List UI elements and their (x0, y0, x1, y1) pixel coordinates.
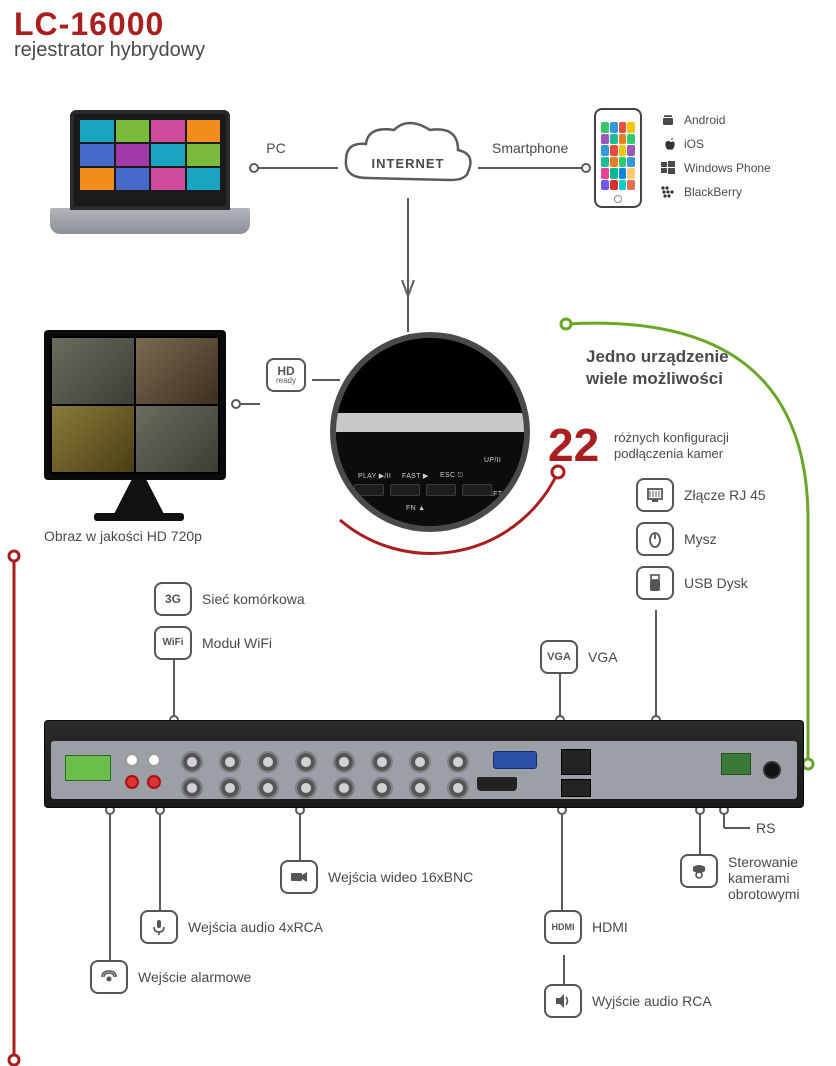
laptop-tiles (74, 114, 226, 196)
smartphone-image (594, 108, 642, 208)
rca-inputs (125, 753, 163, 791)
feat-label: Mysz (684, 531, 717, 547)
wifi-badge: WiFi (154, 626, 192, 660)
mouse-icon (636, 522, 674, 556)
apple-icon (660, 136, 676, 152)
feat-wifi: WiFi Moduł WiFi (154, 626, 272, 660)
os-blackberry: BlackBerry (660, 180, 771, 204)
mag-fast: FAST ▶ (402, 472, 429, 480)
laptop-image (50, 110, 250, 240)
feat-rj45: Złącze RJ 45 (636, 478, 766, 512)
feat-label: Złącze RJ 45 (684, 487, 766, 503)
callout-rs: RS (756, 820, 775, 836)
vga-port (493, 751, 537, 769)
mag-play: PLAY ▶/II (358, 472, 391, 480)
usb-icon (636, 566, 674, 600)
os-android: Android (660, 108, 771, 132)
hdmi-port (477, 777, 517, 791)
ptz-line2: kamerami obrotowymi (728, 870, 836, 902)
os-windows-phone: Windows Phone (660, 156, 771, 180)
ptz-line1: Sterowanie (728, 854, 836, 870)
tagline-line2: wiele możliwości (586, 368, 729, 390)
title-block: LC-16000 rejestrator hybrydowy (14, 6, 205, 62)
android-icon (660, 112, 676, 128)
callout-ptz: Sterowanie kamerami obrotowymi (680, 854, 836, 902)
feat-label: Moduł WiFi (202, 635, 272, 651)
speaker-icon (544, 984, 582, 1018)
camera-icon (280, 860, 318, 894)
feat-mouse: Mysz (636, 522, 717, 556)
feat-label: VGA (588, 649, 618, 665)
os-ios: iOS (660, 132, 771, 156)
callout-label: Wejście alarmowe (138, 969, 251, 985)
rj45-icon (636, 478, 674, 512)
alarm-terminal (65, 755, 111, 781)
callout-video-in: Wejścia wideo 16xBNC (280, 860, 473, 894)
caption-line2: podłączenia kamer (614, 446, 729, 462)
magnifier-closeup: PLAY ▶/II FAST ▶ ESC ⎋ UP/II FN ▲ LEFT/− (330, 332, 530, 532)
config-count-caption: różnych konfiguracji podłączenia kamer (614, 430, 729, 463)
callout-alarm: Wejście alarmowe (90, 960, 251, 994)
os-label: iOS (684, 132, 704, 156)
usb-ports (561, 779, 591, 797)
callout-label: HDMI (592, 919, 628, 935)
tagline-line1: Jedno urządzenie (586, 346, 729, 368)
hd-badge-bottom: ready (276, 377, 296, 385)
os-list: Android iOS Windows Phone BlackBerry (660, 108, 771, 204)
callout-audio-in: Wejścia audio 4xRCA (140, 910, 323, 944)
feat-label: Sieć komórkowa (202, 591, 305, 607)
cloud-label: INTERNET (338, 156, 478, 171)
internet-cloud: INTERNET (338, 118, 478, 198)
dvr-rear-panel (44, 720, 804, 808)
callout-label: Sterowanie kamerami obrotowymi (728, 854, 836, 902)
model-number: LC-16000 (14, 6, 205, 43)
windows-icon (660, 160, 676, 176)
mag-fn: FN ▲ (406, 505, 425, 512)
mic-icon (140, 910, 178, 944)
callout-audio-out: Wyjście audio RCA (544, 984, 712, 1018)
blackberry-icon (660, 184, 676, 200)
monitor-caption: Obraz w jakości HD 720p (44, 528, 202, 544)
3g-badge: 3G (154, 582, 192, 616)
mag-up: UP/II (484, 457, 501, 464)
os-label: BlackBerry (684, 180, 742, 204)
mag-esc: ESC ⎋ (440, 472, 463, 480)
power-jack (763, 761, 781, 779)
monitor-image (44, 330, 234, 520)
caption-line1: różnych konfiguracji (614, 430, 729, 446)
smartphone-label: Smartphone (492, 140, 568, 156)
feat-label: USB Dysk (684, 575, 748, 591)
os-label: Android (684, 108, 725, 132)
rj45-port (561, 749, 591, 775)
bnc-inputs (181, 751, 481, 799)
model-subtitle: rejestrator hybrydowy (14, 39, 205, 62)
vga-badge: VGA (540, 640, 578, 674)
callout-hdmi: HDMI HDMI (544, 910, 628, 944)
hd-ready-badge: HD ready (266, 358, 306, 392)
ptz-icon (680, 854, 718, 888)
callout-label: Wejścia wideo 16xBNC (328, 869, 473, 885)
callout-label: Wyjście audio RCA (592, 993, 712, 1009)
alarm-icon (90, 960, 128, 994)
feat-usb: USB Dysk (636, 566, 748, 600)
rs-terminal (721, 753, 751, 775)
os-label: Windows Phone (684, 156, 771, 180)
pc-label: PC (256, 140, 296, 156)
callout-label: Wejścia audio 4xRCA (188, 919, 323, 935)
config-count: 22 (548, 418, 599, 472)
feat-3g: 3G Sieć komórkowa (154, 582, 305, 616)
tagline: Jedno urządzenie wiele możliwości (586, 346, 729, 390)
feat-vga: VGA VGA (540, 640, 618, 674)
hdmi-icon: HDMI (544, 910, 582, 944)
